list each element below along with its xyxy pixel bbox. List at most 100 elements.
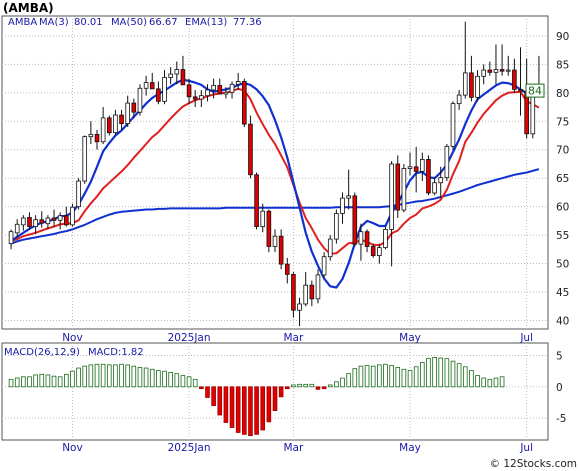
macd-bar-negative bbox=[260, 386, 266, 431]
candle-body-up bbox=[303, 284, 308, 305]
candle bbox=[481, 64, 486, 85]
candle-body-down bbox=[51, 217, 57, 221]
legend-ma50-value: 66.67 bbox=[149, 17, 178, 28]
macd-bar-negative bbox=[254, 386, 259, 435]
candle-body-up bbox=[346, 195, 351, 199]
macd-y-ticks: 5 0 -5 bbox=[556, 351, 566, 426]
macd-bar-positive bbox=[340, 377, 345, 388]
macd-bar-negative bbox=[229, 386, 235, 428]
macd-bar-positive bbox=[192, 378, 198, 388]
candle bbox=[401, 163, 407, 213]
last-price-frame bbox=[525, 83, 545, 98]
candle bbox=[70, 203, 75, 227]
price-series bbox=[10, 78, 540, 289]
macd-bar-negative bbox=[321, 386, 327, 390]
candle-body-up bbox=[76, 180, 81, 208]
candle-body-up bbox=[383, 229, 388, 249]
macd-bar-positive bbox=[334, 381, 339, 388]
last-price-label: 84 bbox=[528, 85, 542, 98]
candle bbox=[180, 55, 186, 86]
macd-bar-positive bbox=[64, 373, 69, 388]
macd-bar-positive bbox=[426, 358, 431, 388]
candle-body-up bbox=[389, 163, 394, 230]
candle-body-up bbox=[340, 197, 345, 214]
macd-bar-negative bbox=[235, 386, 241, 433]
candle bbox=[14, 219, 20, 238]
candle bbox=[340, 192, 345, 224]
macd-bar-positive bbox=[8, 378, 14, 388]
macd-bar-positive bbox=[156, 370, 161, 388]
macd-bar-positive bbox=[432, 356, 437, 388]
candle bbox=[131, 98, 137, 119]
price-y-ticks: 40 45 50 55 60 65 70 75 80 85 90 bbox=[556, 31, 569, 328]
candle-body-down bbox=[192, 96, 198, 100]
candle-body-down bbox=[27, 217, 32, 227]
macd-bar-negative bbox=[211, 386, 216, 406]
candle bbox=[82, 135, 88, 184]
price-x-tick: Mar bbox=[284, 332, 304, 344]
price-y-tick: 50 bbox=[556, 259, 569, 271]
macd-bar-positive bbox=[82, 365, 88, 388]
candle-body-down bbox=[266, 210, 272, 247]
macd-bar-positive bbox=[180, 375, 186, 388]
candle bbox=[235, 72, 241, 90]
macd-bar-positive bbox=[450, 360, 456, 388]
macd-x-tick: Nov bbox=[62, 442, 83, 454]
candle-body-down bbox=[131, 102, 137, 113]
candle-body-up bbox=[321, 256, 327, 276]
candle bbox=[278, 229, 284, 270]
candle-body-up bbox=[45, 217, 51, 225]
macd-bar-positive bbox=[499, 376, 505, 388]
macd-bar-positive bbox=[346, 373, 351, 388]
macd-bar-positive bbox=[162, 370, 167, 388]
candle bbox=[493, 44, 499, 85]
candle bbox=[334, 209, 339, 244]
candle bbox=[199, 89, 204, 108]
candle-body-down bbox=[487, 69, 493, 73]
series-line-ema13 bbox=[10, 87, 540, 255]
candle-body-up bbox=[162, 77, 167, 102]
candle bbox=[94, 129, 100, 150]
candle-body-down bbox=[217, 85, 223, 95]
macd-bar-positive bbox=[39, 373, 45, 388]
candle-body-up bbox=[88, 133, 94, 138]
candle-body-up bbox=[493, 69, 499, 73]
candle bbox=[450, 101, 456, 150]
macd-x-ticks: Nov2025JanMarMayJulSep bbox=[62, 442, 533, 454]
candle-body-up bbox=[450, 103, 456, 147]
price-x-tick: Jul bbox=[519, 332, 533, 344]
macd-bar-negative bbox=[272, 386, 278, 411]
macd-bar-positive bbox=[481, 377, 486, 388]
candle-body-up bbox=[229, 83, 235, 93]
candle bbox=[487, 61, 493, 76]
candle bbox=[352, 192, 358, 247]
macd-bar-positive bbox=[401, 368, 407, 388]
macd-bar-positive bbox=[303, 383, 308, 388]
candle bbox=[284, 257, 290, 284]
last-price-box: 84 bbox=[525, 83, 545, 98]
candle bbox=[229, 81, 235, 99]
candle bbox=[499, 44, 505, 76]
candle bbox=[272, 229, 278, 253]
macd-bar-positive bbox=[186, 376, 192, 388]
candle-body-up bbox=[407, 166, 413, 169]
macd-bar-negative bbox=[315, 386, 321, 390]
candle bbox=[321, 252, 327, 278]
candle-body-up bbox=[223, 91, 229, 95]
macd-x-tick: May bbox=[399, 442, 421, 454]
candle-body-up bbox=[235, 81, 241, 85]
candle bbox=[364, 229, 370, 253]
candle-body-up bbox=[462, 72, 468, 96]
candle-body-down bbox=[278, 235, 284, 265]
macd-bar-positive bbox=[27, 376, 32, 388]
macd-bar-positive bbox=[131, 365, 137, 388]
candle bbox=[518, 47, 523, 116]
candle bbox=[39, 211, 45, 228]
candle-body-up bbox=[21, 217, 26, 226]
candle bbox=[162, 70, 167, 105]
candle bbox=[149, 72, 155, 90]
macd-bar-positive bbox=[493, 377, 499, 388]
macd-bar-positive bbox=[456, 363, 462, 388]
price-candles bbox=[8, 21, 542, 327]
candle bbox=[426, 155, 431, 196]
